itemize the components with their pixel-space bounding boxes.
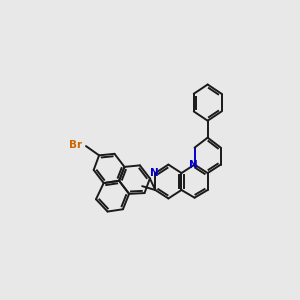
Text: N: N bbox=[150, 168, 158, 178]
Text: N: N bbox=[189, 160, 198, 170]
Text: Br: Br bbox=[69, 140, 82, 150]
